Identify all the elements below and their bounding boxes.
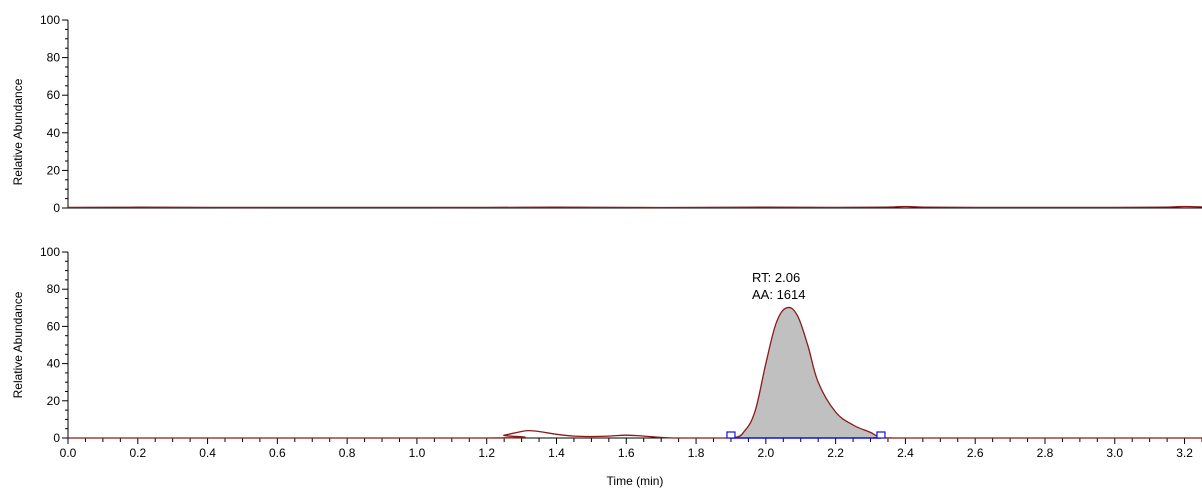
chromatogram-trace bbox=[67, 306, 1202, 439]
y-tick-label: 0 bbox=[53, 431, 60, 445]
bottom-y-axis-title: Relative Abundance bbox=[11, 291, 25, 398]
x-tick-label: 1.6 bbox=[618, 446, 635, 460]
x-tick-label: 0.4 bbox=[199, 446, 216, 460]
top-chromatogram-panel: Relative Abundance 0 20 40 60 80 100 bbox=[11, 13, 1202, 215]
y-tick-label: 20 bbox=[47, 394, 61, 408]
x-tick-label: 0.6 bbox=[269, 446, 286, 460]
x-axis-title: Time (min) bbox=[607, 474, 664, 488]
integration-end-marker[interactable] bbox=[876, 431, 886, 439]
peak-area-label: AA: 1614 bbox=[752, 287, 806, 302]
integration-start-marker[interactable] bbox=[726, 431, 736, 439]
x-tick-label: 1.4 bbox=[548, 446, 565, 460]
y-tick-label: 60 bbox=[47, 88, 61, 102]
x-tick-label: 2.4 bbox=[897, 446, 914, 460]
y-tick-label: 40 bbox=[47, 126, 61, 140]
x-tick-label: 3.2 bbox=[1176, 446, 1193, 460]
x-tick-label: 2.6 bbox=[967, 446, 984, 460]
chromatogram-trace bbox=[67, 205, 1202, 209]
y-tick-label: 80 bbox=[47, 51, 61, 65]
x-tick-label: 0.0 bbox=[60, 446, 77, 460]
top-y-axis-title: Relative Abundance bbox=[11, 78, 25, 185]
y-tick-label: 100 bbox=[40, 13, 60, 27]
y-tick-label: 100 bbox=[40, 245, 60, 259]
peak-integrated-area bbox=[731, 307, 881, 438]
x-tick-label: 3.0 bbox=[1106, 446, 1123, 460]
x-tick-label: 1.0 bbox=[409, 446, 426, 460]
peak-rt-label: RT: 2.06 bbox=[752, 270, 800, 285]
bottom-chromatogram-panel: Relative Abundance Time (min) RT: 2.06 A… bbox=[11, 245, 1202, 488]
y-tick-label: 40 bbox=[47, 357, 61, 371]
x-tick-label: 2.8 bbox=[1037, 446, 1054, 460]
x-tick-label: 1.8 bbox=[688, 446, 705, 460]
y-tick-label: 20 bbox=[47, 163, 61, 177]
y-tick-label: 80 bbox=[47, 282, 61, 296]
y-tick-label: 0 bbox=[53, 201, 60, 215]
x-tick-label: 0.8 bbox=[339, 446, 356, 460]
x-tick-label: 0.2 bbox=[129, 446, 146, 460]
x-tick-label: 2.0 bbox=[758, 446, 775, 460]
x-tick-label: 2.2 bbox=[827, 446, 844, 460]
x-tick-label: 1.2 bbox=[478, 446, 495, 460]
y-tick-label: 60 bbox=[47, 319, 61, 333]
